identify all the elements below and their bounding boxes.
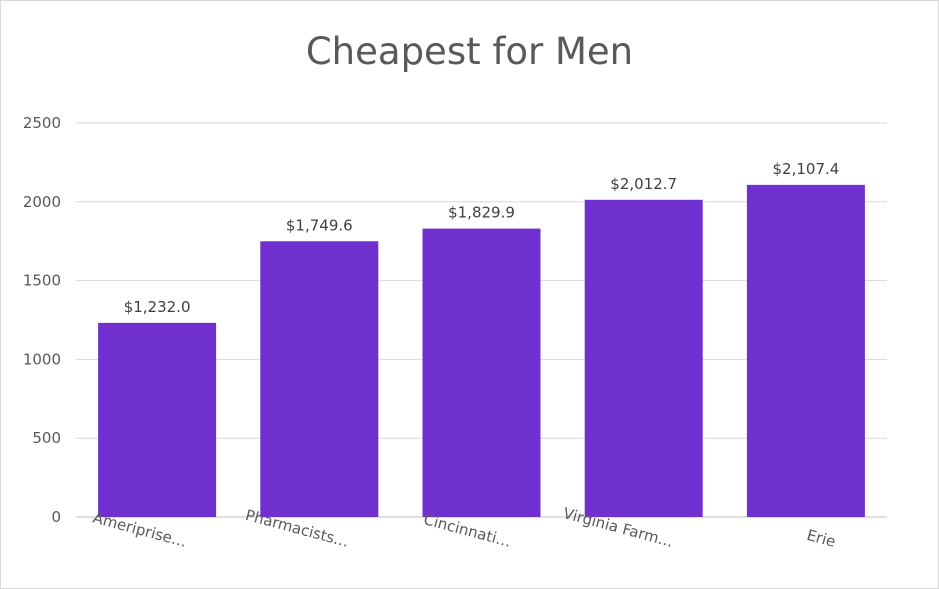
category-label: Erie bbox=[805, 526, 838, 551]
bar bbox=[98, 322, 217, 517]
y-tick-label: 2500 bbox=[23, 114, 61, 132]
data-label: $2,012.7 bbox=[610, 175, 677, 193]
data-label: $1,232.0 bbox=[124, 298, 191, 316]
bar bbox=[746, 184, 865, 517]
data-label: $2,107.4 bbox=[773, 160, 840, 178]
y-tick-label: 500 bbox=[32, 429, 61, 447]
bar bbox=[260, 241, 379, 517]
y-tick-label: 1000 bbox=[23, 350, 61, 368]
y-tick-label: 1500 bbox=[23, 272, 61, 290]
y-tick-label: 0 bbox=[51, 508, 61, 526]
y-tick-label: 2000 bbox=[23, 193, 61, 211]
data-label: $1,829.9 bbox=[448, 204, 515, 222]
chart-title: Cheapest for Men bbox=[305, 30, 634, 73]
data-label: $1,749.6 bbox=[286, 216, 353, 234]
bar bbox=[422, 228, 541, 517]
bar bbox=[584, 199, 703, 518]
